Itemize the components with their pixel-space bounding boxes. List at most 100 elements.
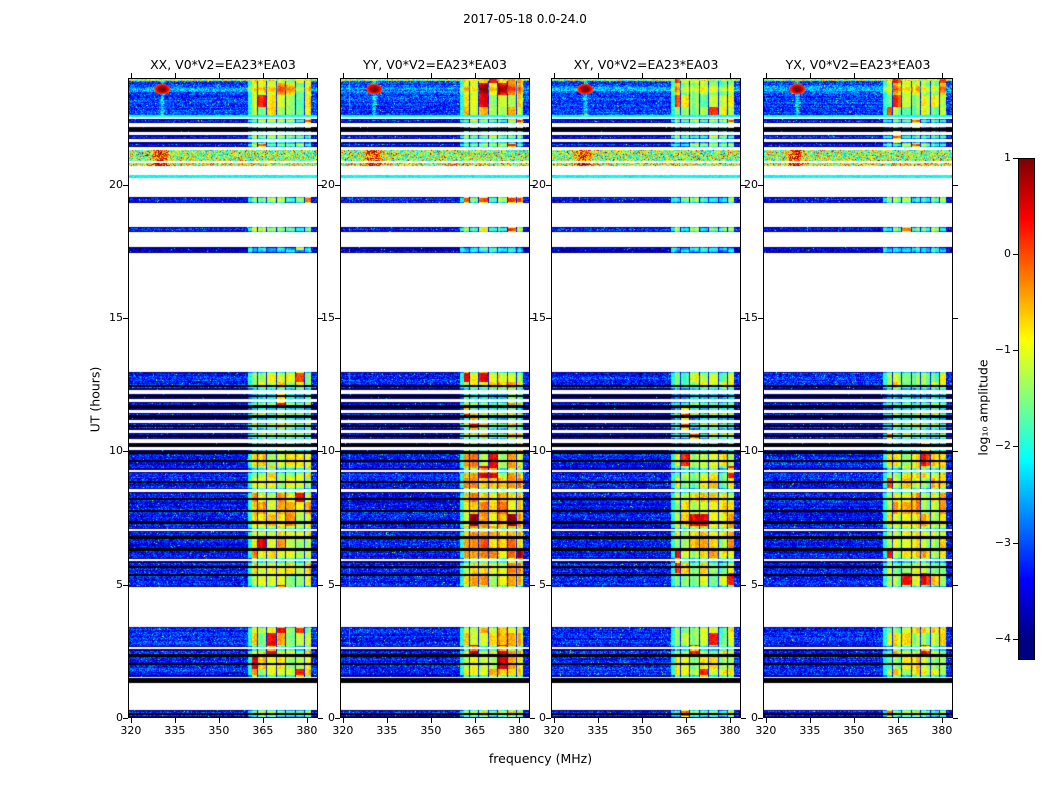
y-tick-label: 15 <box>109 311 123 324</box>
y-tick-label: 10 <box>744 444 758 458</box>
x-tick-label: 320 <box>755 724 777 737</box>
x-tick <box>262 73 264 78</box>
colorbar-tick <box>1013 350 1018 352</box>
x-tick <box>130 73 132 78</box>
colorbar-tick-label: −4 <box>994 631 1011 645</box>
x-tick <box>262 718 264 723</box>
x-tick <box>765 718 767 723</box>
x-tick <box>553 73 555 78</box>
colorbar <box>1018 158 1035 660</box>
y-tick <box>546 718 551 719</box>
y-tick <box>953 718 958 719</box>
x-tick <box>729 73 731 78</box>
y-tick-label: 0 <box>539 711 546 724</box>
y-tick-label: 20 <box>744 177 758 191</box>
x-tick <box>853 73 855 78</box>
colorbar-tick-label: −2 <box>994 439 1011 453</box>
x-tick-label: 380 <box>931 724 953 737</box>
x-tick <box>641 73 643 78</box>
x-tick <box>430 718 432 723</box>
x-tick <box>386 718 388 723</box>
x-tick <box>853 718 855 723</box>
y-tick <box>318 184 323 186</box>
y-tick-label: 10 <box>109 444 123 458</box>
y-tick <box>335 584 340 586</box>
y-tick <box>546 184 551 186</box>
x-tick <box>174 73 176 78</box>
y-tick <box>123 584 128 586</box>
y-tick <box>953 584 958 586</box>
y-tick-label: 0 <box>751 711 758 724</box>
x-tick <box>897 718 899 723</box>
x-tick-label: 380 <box>296 724 318 737</box>
x-tick-label: 335 <box>376 724 398 737</box>
y-tick <box>758 451 763 453</box>
y-tick-label: 20 <box>109 177 123 191</box>
y-tick-label: 20 <box>532 177 546 191</box>
y-tick <box>546 584 551 586</box>
panel-title-yy: YY, V0*V2=EA23*EA03 <box>363 57 507 72</box>
y-tick-label: 5 <box>328 577 335 591</box>
panel-yx <box>763 78 953 718</box>
y-tick <box>530 318 535 319</box>
y-tick <box>335 184 340 186</box>
x-tick <box>130 718 132 723</box>
y-tick <box>953 318 958 319</box>
y-tick <box>318 451 323 453</box>
x-tick <box>597 718 599 723</box>
panel-title-yx: YX, V0*V2=EA23*EA03 <box>785 57 931 72</box>
colorbar-gradient <box>1019 159 1034 659</box>
y-tick <box>758 584 763 586</box>
x-tick-label: 380 <box>719 724 741 737</box>
x-tick <box>685 718 687 723</box>
y-tick <box>546 318 551 319</box>
y-tick-label: 10 <box>532 444 546 458</box>
x-tick <box>306 73 308 78</box>
x-tick-label: 320 <box>120 724 142 737</box>
y-tick <box>953 184 958 186</box>
spectrogram-canvas-xy <box>552 79 740 717</box>
x-tick <box>218 73 220 78</box>
y-tick <box>741 451 746 453</box>
figure-title: 2017-05-18 0.0-24.0 <box>463 12 587 26</box>
x-tick <box>941 73 943 78</box>
x-tick <box>342 73 344 78</box>
y-tick <box>953 451 958 453</box>
spectrogram-canvas-xx <box>129 79 317 717</box>
x-tick <box>729 718 731 723</box>
y-tick <box>335 318 340 319</box>
x-tick <box>518 73 520 78</box>
y-tick <box>741 584 746 586</box>
x-tick-label: 350 <box>631 724 653 737</box>
x-tick-label: 335 <box>164 724 186 737</box>
y-axis-label: UT (hours) <box>87 366 103 433</box>
x-tick <box>897 73 899 78</box>
y-tick <box>530 184 535 186</box>
x-tick-label: 335 <box>799 724 821 737</box>
y-tick <box>123 318 128 319</box>
colorbar-tick-label: −3 <box>994 535 1011 549</box>
y-tick <box>758 184 763 186</box>
y-tick <box>741 718 746 719</box>
x-tick-label: 350 <box>843 724 865 737</box>
y-tick-label: 10 <box>321 444 335 458</box>
x-tick <box>641 718 643 723</box>
x-tick <box>809 73 811 78</box>
x-tick <box>553 718 555 723</box>
colorbar-tick-label: 0 <box>1004 247 1011 261</box>
y-tick <box>335 451 340 453</box>
x-tick-label: 380 <box>508 724 530 737</box>
x-tick <box>474 73 476 78</box>
x-tick-label: 365 <box>887 724 909 737</box>
y-tick <box>530 718 535 719</box>
y-tick <box>123 718 128 719</box>
spectrogram-canvas-yx <box>764 79 952 717</box>
y-tick <box>741 318 746 319</box>
panel-xx <box>128 78 318 718</box>
x-tick <box>809 718 811 723</box>
x-tick-label: 365 <box>675 724 697 737</box>
x-axis-label: frequency (MHz) <box>488 751 593 766</box>
colorbar-tick <box>1013 446 1018 448</box>
x-tick <box>174 718 176 723</box>
y-tick <box>546 451 551 453</box>
